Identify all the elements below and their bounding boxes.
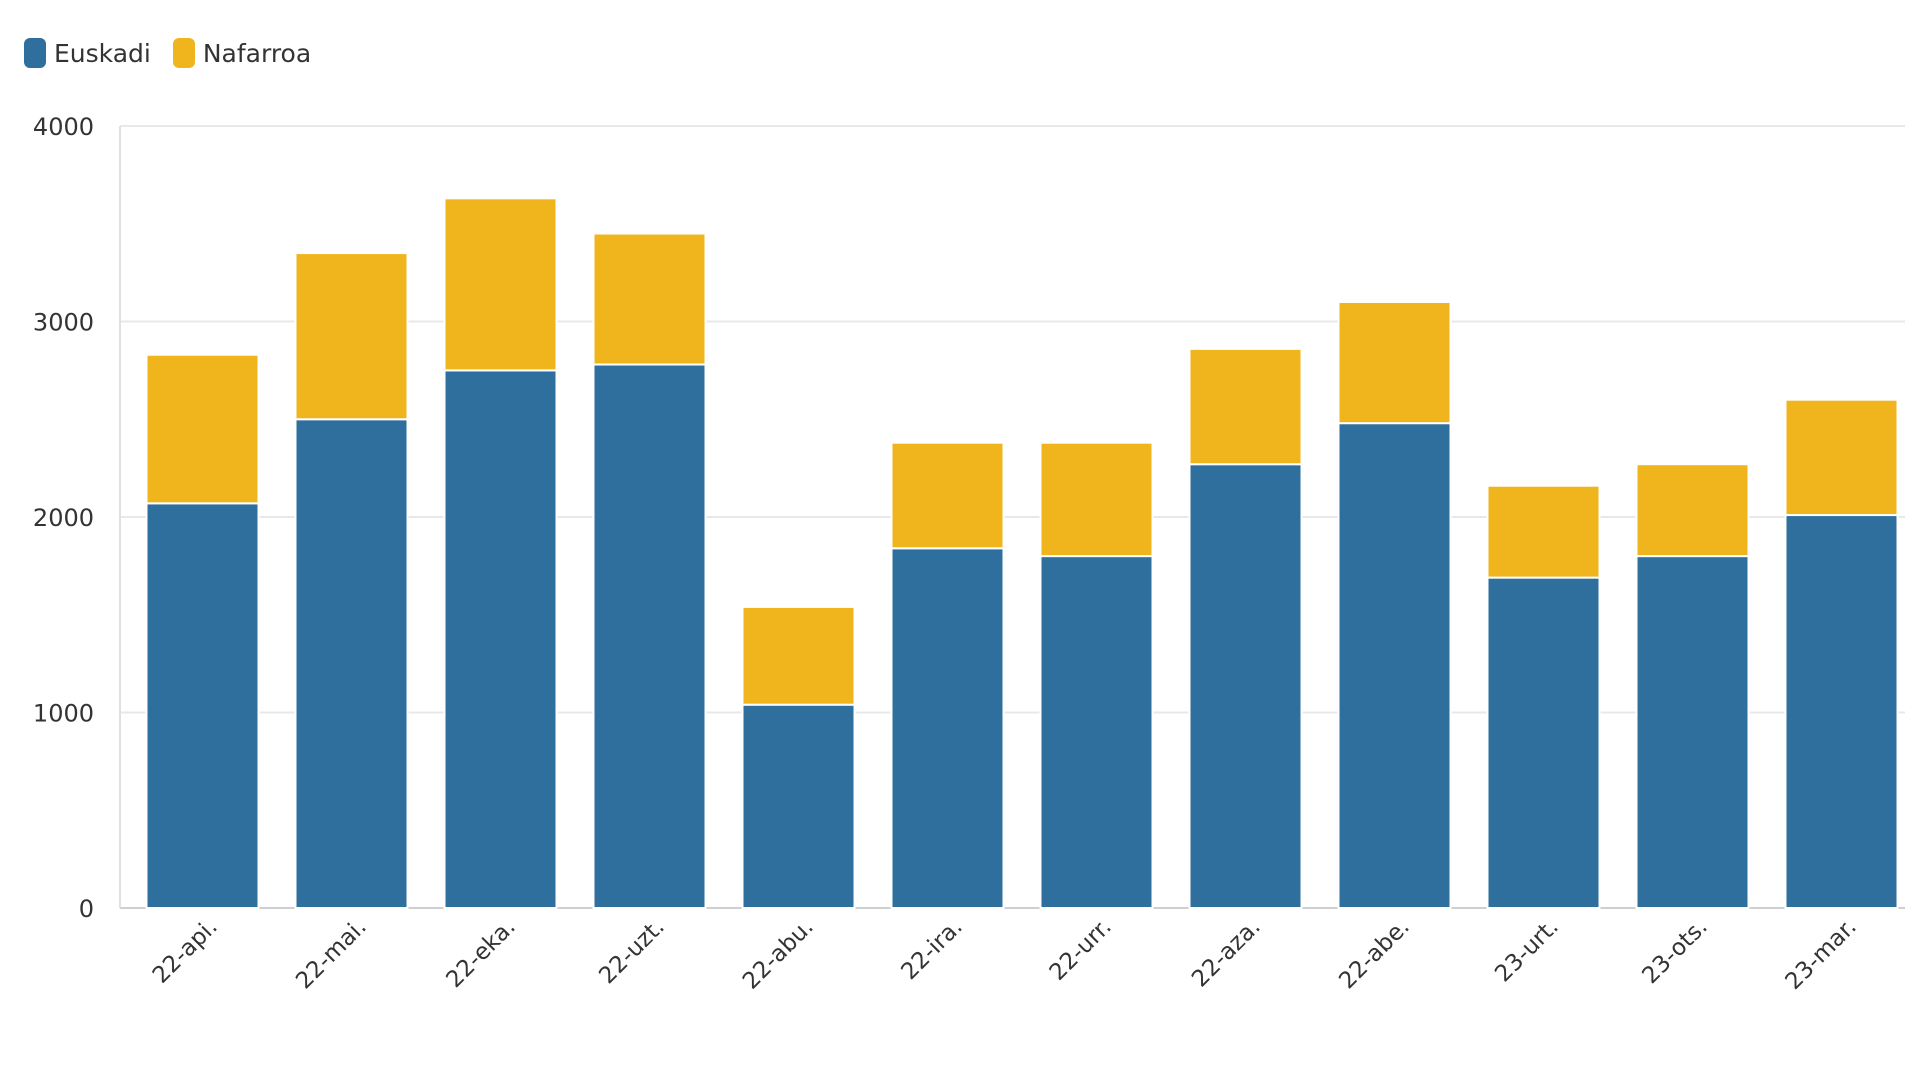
- x-tick-label: 22-aza.: [1187, 914, 1266, 993]
- x-tick-label: 22-ira.: [896, 914, 967, 985]
- legend-swatch-nafarroa: [172, 38, 195, 68]
- x-tick-label: 22-abe.: [1334, 914, 1414, 994]
- y-tick-label: 1000: [33, 700, 94, 728]
- bar-nafarroa-8[interactable]: [1337, 300, 1452, 425]
- bar-nafarroa-6[interactable]: [1039, 441, 1154, 558]
- x-tick-label: 22-eka.: [442, 914, 521, 993]
- bar-euskadi-10[interactable]: [1635, 555, 1750, 909]
- bar-euskadi-9[interactable]: [1486, 576, 1601, 909]
- legend-label-nafarroa: Nafarroa: [202, 38, 312, 68]
- bar-nafarroa-1[interactable]: [294, 252, 409, 421]
- bar-euskadi-5[interactable]: [890, 547, 1005, 910]
- x-tick-label: 22-abu.: [738, 914, 819, 995]
- bar-euskadi-3[interactable]: [592, 363, 707, 909]
- bar-nafarroa-5[interactable]: [890, 441, 1005, 550]
- x-tick-label: 22-uzt.: [594, 914, 669, 989]
- bar-euskadi-2[interactable]: [443, 369, 558, 909]
- bar-euskadi-8[interactable]: [1337, 422, 1452, 909]
- bar-nafarroa-10[interactable]: [1635, 463, 1750, 558]
- bar-nafarroa-2[interactable]: [443, 197, 558, 372]
- y-tick-label: 4000: [33, 113, 94, 141]
- y-tick-label: 2000: [33, 504, 94, 532]
- chart-legend: Euskadi Nafarroa: [24, 38, 311, 68]
- bar-nafarroa-7[interactable]: [1188, 347, 1303, 466]
- legend-label-euskadi: Euskadi: [54, 38, 151, 68]
- bar-euskadi-11[interactable]: [1784, 514, 1899, 909]
- legend-swatch-euskadi: [24, 38, 46, 68]
- y-tick-label: 3000: [33, 309, 94, 337]
- x-tick-label: 23-urt.: [1490, 914, 1563, 987]
- bars: [145, 197, 1899, 910]
- bar-nafarroa-0[interactable]: [145, 353, 260, 505]
- x-tick-label: 23-mar.: [1781, 914, 1862, 995]
- x-tick-label: 22-api.: [148, 914, 223, 989]
- grid-lines: [119, 125, 1905, 909]
- x-tick-label: 22-mai.: [291, 914, 371, 994]
- bar-euskadi-0[interactable]: [145, 502, 260, 909]
- legend-item-euskadi[interactable]: Euskadi: [24, 38, 151, 68]
- bar-euskadi-7[interactable]: [1188, 463, 1303, 909]
- bar-nafarroa-4[interactable]: [741, 605, 856, 706]
- x-axis-ticks: 22-api. 22-mai. 22-eka. 22-uzt. 22-abu. 22-ir…: [148, 914, 1862, 995]
- bar-euskadi-4[interactable]: [741, 703, 856, 909]
- legend-item-nafarroa[interactable]: Nafarroa: [172, 38, 312, 68]
- x-tick-label: 23-ots.: [1638, 914, 1713, 989]
- bar-nafarroa-3[interactable]: [592, 232, 707, 366]
- bar-nafarroa-11[interactable]: [1784, 398, 1899, 517]
- bar-nafarroa-9[interactable]: [1486, 484, 1601, 579]
- bar-euskadi-6[interactable]: [1039, 555, 1154, 909]
- y-axis-ticks: 0 1000 2000 3000 4000: [33, 113, 94, 923]
- x-tick-label: 22-urr.: [1045, 914, 1117, 986]
- bar-euskadi-1[interactable]: [294, 418, 409, 909]
- y-tick-label: 0: [79, 895, 94, 923]
